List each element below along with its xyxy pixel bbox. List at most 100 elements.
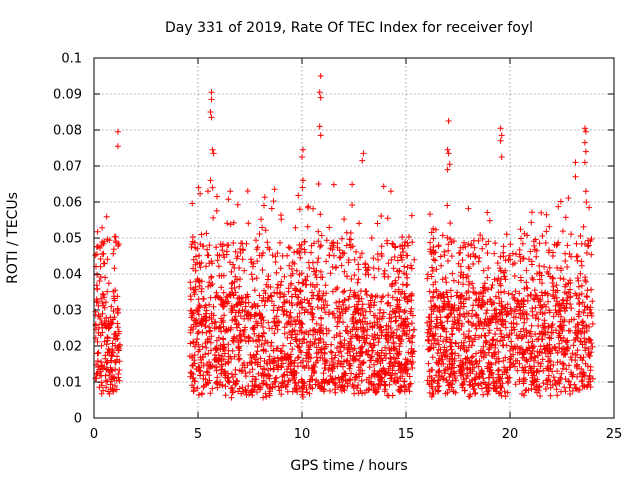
data-point	[275, 366, 281, 373]
data-point	[445, 118, 452, 124]
data-point	[451, 314, 458, 321]
data-point	[532, 315, 539, 321]
data-point	[249, 325, 256, 332]
data-point	[457, 273, 464, 279]
data-point	[270, 198, 277, 205]
data-point	[208, 273, 215, 280]
data-point	[227, 188, 234, 195]
data-point	[516, 360, 523, 367]
data-point	[347, 287, 354, 294]
data-point	[489, 282, 496, 288]
data-point	[563, 281, 569, 288]
data-point	[198, 321, 205, 328]
data-point	[385, 292, 392, 299]
data-point	[467, 370, 474, 377]
data-point	[234, 324, 240, 331]
data-point	[390, 354, 397, 361]
data-point	[405, 298, 411, 305]
data-point	[484, 274, 491, 281]
data-point	[520, 303, 527, 310]
data-point	[299, 184, 306, 191]
data-point	[409, 365, 416, 371]
data-point	[334, 244, 341, 251]
data-point	[312, 336, 319, 343]
data-point	[396, 333, 403, 340]
data-point	[498, 132, 505, 139]
data-point	[509, 291, 516, 298]
data-point	[502, 324, 509, 331]
data-point	[425, 360, 432, 367]
data-point	[224, 375, 231, 382]
data-point	[102, 322, 109, 329]
data-point	[538, 304, 545, 311]
data-point	[344, 273, 351, 280]
data-point	[253, 376, 260, 383]
data-point	[268, 293, 275, 300]
data-point	[341, 358, 347, 365]
data-point	[214, 374, 221, 381]
data-point	[291, 360, 298, 366]
data-point	[288, 280, 295, 287]
data-point	[580, 322, 587, 329]
data-point	[262, 348, 269, 355]
data-point	[560, 276, 567, 283]
data-point	[429, 385, 436, 392]
data-point	[565, 195, 572, 202]
data-point	[395, 378, 402, 385]
data-point	[360, 150, 367, 157]
data-point	[486, 327, 493, 334]
data-point	[483, 241, 489, 248]
data-point	[353, 326, 360, 333]
data-point	[299, 321, 306, 327]
data-point	[395, 286, 402, 293]
data-point	[433, 266, 440, 273]
data-point	[225, 341, 232, 348]
data-point	[203, 368, 210, 375]
data-point	[218, 284, 225, 291]
data-point	[541, 263, 548, 270]
data-point	[428, 251, 435, 257]
data-point	[273, 374, 280, 381]
data-point	[460, 310, 467, 317]
data-point	[337, 348, 344, 355]
data-point	[475, 258, 482, 265]
data-point	[560, 345, 567, 351]
data-point	[580, 223, 587, 230]
data-point	[540, 367, 547, 374]
data-point	[424, 319, 431, 326]
data-point	[230, 261, 236, 268]
data-point	[255, 333, 262, 340]
data-point	[317, 243, 323, 250]
data-point	[318, 315, 325, 322]
data-point	[513, 332, 520, 339]
data-point	[376, 376, 383, 383]
data-point	[332, 375, 339, 382]
data-point	[367, 320, 373, 327]
data-point	[370, 347, 376, 354]
data-point	[289, 321, 296, 328]
data-point	[228, 394, 235, 401]
data-point	[195, 311, 202, 318]
data-point	[323, 325, 330, 332]
x-tick-label: 0	[90, 427, 98, 442]
data-point	[436, 341, 442, 348]
data-point	[425, 271, 431, 278]
data-point	[482, 339, 489, 346]
data-point	[408, 320, 415, 327]
data-point	[580, 354, 587, 361]
data-point	[484, 209, 491, 216]
data-point	[516, 310, 522, 317]
data-point	[439, 356, 446, 363]
data-point	[334, 323, 341, 330]
data-point	[520, 255, 527, 262]
data-point	[195, 348, 202, 355]
data-point	[274, 326, 281, 333]
data-point	[500, 249, 507, 256]
data-point	[240, 294, 247, 301]
data-point	[336, 379, 343, 386]
data-point	[353, 308, 360, 315]
data-point	[432, 226, 439, 233]
data-point	[581, 125, 588, 132]
data-point	[94, 358, 101, 364]
data-point	[550, 275, 557, 282]
